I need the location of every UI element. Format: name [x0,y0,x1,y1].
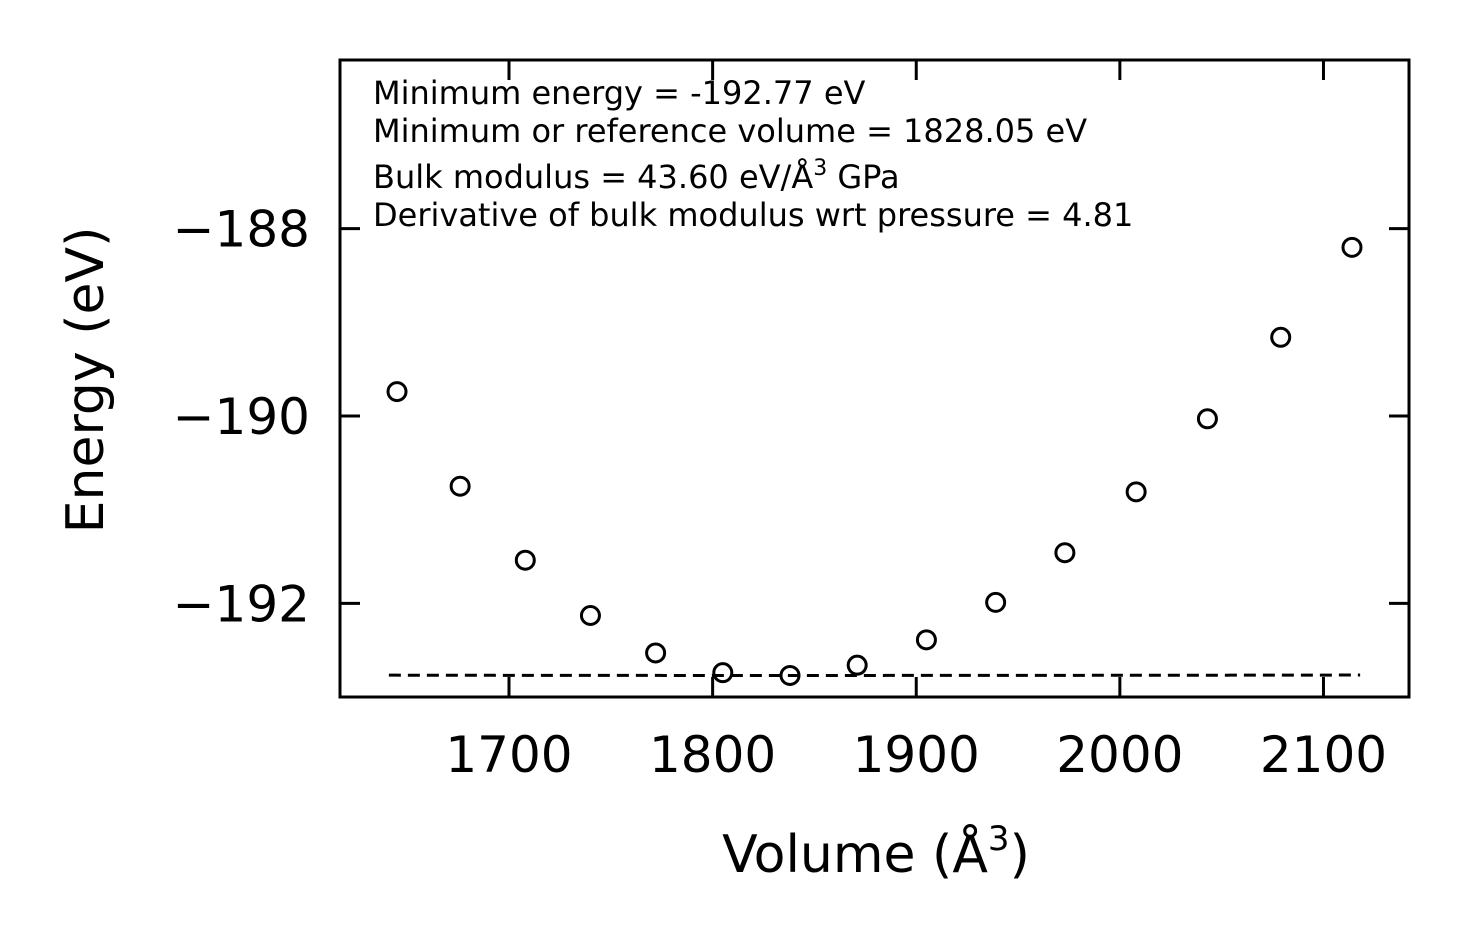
fit-annotation: Minimum energy = -192.77 eV Minimum or r… [373,74,1133,234]
x-tick-label: 1700 [445,726,572,784]
data-point [1054,542,1076,564]
data-point [712,662,734,684]
x-axis-title: Volume (Å3) [722,819,1030,885]
x-tick-label: 2100 [1260,726,1387,784]
data-point [985,591,1007,613]
x-tick-label: 2000 [1056,726,1183,784]
annotation-min-energy: Minimum energy = -192.77 eV [373,74,866,112]
data-point [1196,408,1218,430]
data-point [1341,236,1363,258]
annotation-bulk-modulus: Bulk modulus = 43.60 eV/Å3 GPa [373,156,900,196]
tick-marks [340,60,1409,697]
data-point [514,549,536,571]
data-point [579,605,601,627]
data-point [1125,481,1147,503]
data-point [449,475,471,497]
annotation-ref-volume: Minimum or reference volume = 1828.05 eV [373,112,1087,150]
data-points [386,236,1363,686]
tick-labels: 1700 1800 1900 2000 2100 −188 −190 −192 [173,201,1387,784]
data-point [645,642,667,664]
data-point [779,664,801,686]
y-tick-label: −190 [173,388,310,446]
annotation-bulk-modulus-derivative: Derivative of bulk modulus wrt pressure … [373,196,1133,234]
plot-frame [338,58,1411,699]
data-point [915,629,937,651]
x-tick-label: 1800 [649,726,776,784]
data-point [386,381,408,403]
data-point [846,654,868,676]
y-axis-title: Energy (eV) [56,227,116,534]
data-point [1270,326,1292,348]
y-tick-label: −188 [173,201,310,259]
x-tick-label: 1900 [853,726,980,784]
y-tick-label: −192 [173,575,310,633]
